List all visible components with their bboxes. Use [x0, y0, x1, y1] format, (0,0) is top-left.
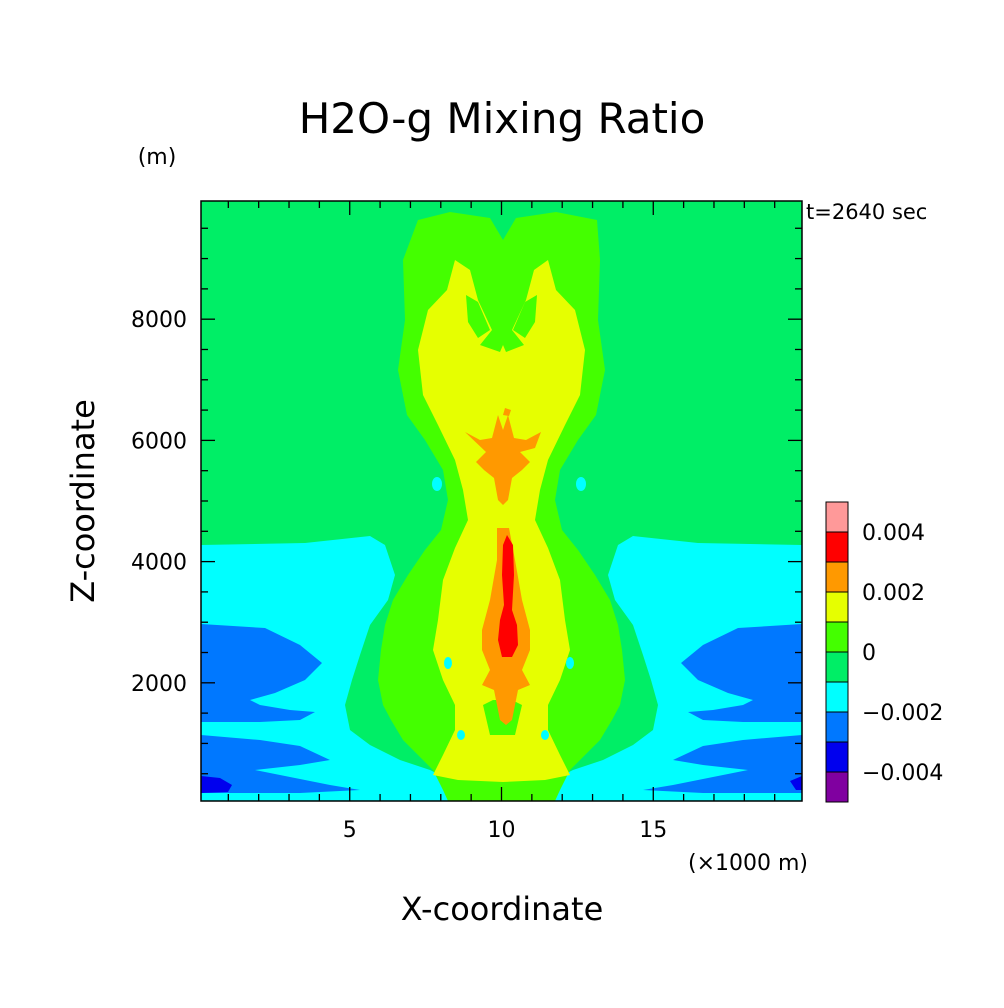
- colorbar-tick-label: 0: [862, 641, 876, 666]
- colorbar-segment: [825, 771, 849, 803]
- contour-level-neg0.003-neg0.002-right-lower: [643, 735, 802, 793]
- x-minor-ticks: [227, 201, 776, 801]
- colorbar-segment: [825, 681, 849, 713]
- y-minor-ticks: [201, 227, 802, 775]
- y-tick-labels: 2000 4000 6000 8000: [131, 308, 187, 697]
- contour-level-neg0.003-neg0.002-left-lower: [201, 735, 360, 793]
- colorbar-tick-label: 0.002: [862, 581, 925, 606]
- colorbar-segment: [825, 561, 849, 593]
- x-axis-label: X-coordinate: [401, 890, 604, 928]
- y-tick-label: 6000: [131, 429, 187, 454]
- colorbar-segment: [825, 531, 849, 563]
- contour-level-0.003-0.004-fleck: [503, 408, 511, 416]
- contour-level-0.002-0.003-upper: [418, 260, 585, 782]
- contour-level-0.001-0.002-notch-right: [513, 295, 537, 338]
- contour-level-neg0.002-neg0.001-right: [543, 536, 802, 801]
- y-tick-label: 8000: [131, 308, 187, 333]
- x-tick-label: 15: [639, 818, 667, 843]
- y-tick-label: 4000: [131, 551, 187, 576]
- colorbar-segment: [825, 651, 849, 683]
- x-major-ticks: [349, 201, 654, 801]
- y-unit-label: (m): [138, 145, 177, 170]
- colorbar-labels: 0.004 0.002 0 −0.002 −0.004: [862, 521, 943, 786]
- colorbar-segment: [825, 591, 849, 623]
- x-tick-labels: 5 10 15: [343, 818, 668, 843]
- x-tick-label: 5: [343, 818, 357, 843]
- x-unit-label: (×1000 m): [688, 851, 808, 876]
- contour-level-neg0.002-neg0.001-dot: [566, 657, 574, 669]
- time-label: t=2640 sec: [806, 200, 927, 224]
- y-axis-label: Z-coordinate: [64, 399, 102, 603]
- contour-level-0.003-0.004-upper: [465, 415, 541, 505]
- colorbar-segment: [825, 621, 849, 653]
- y-major-ticks: [201, 318, 802, 684]
- colorbar-segment: [825, 741, 849, 773]
- contour-level-neg0.004-neg0.003-left: [201, 776, 232, 793]
- contour-level-neg0.002-neg0.001-dot: [576, 477, 586, 491]
- contour-level-neg0.002-neg0.001-dot: [444, 657, 452, 669]
- contour-level-neg0.004-neg0.003-right: [790, 776, 802, 790]
- colorbar-segment: [825, 501, 849, 533]
- contour-level-neg0.002-neg0.001-dot: [541, 730, 549, 740]
- x-tick-label: 10: [488, 818, 516, 843]
- colorbar-segment: [825, 711, 849, 743]
- contour-level-neg0.003-neg0.002-left: [201, 624, 322, 722]
- contour-level-0.004-0.005-core: [498, 535, 518, 657]
- contour-level-neg0.002-neg0.001-dot: [457, 730, 465, 740]
- contour-level-neg0.003-neg0.002-right: [681, 624, 802, 722]
- y-tick-label: 2000: [131, 672, 187, 697]
- chart-title: H2O-g Mixing Ratio: [299, 94, 706, 143]
- colorbar: [825, 501, 849, 803]
- colorbar-tick-label: 0.004: [862, 521, 925, 546]
- contour-level-neg0.002-neg0.001-dot: [432, 477, 442, 491]
- contour-plot-area: [201, 201, 802, 801]
- colorbar-tick-label: −0.004: [862, 761, 943, 786]
- contour-level-0.001-0.002-notch-left: [466, 295, 490, 338]
- contour-level-neg0.002-neg0.001-left: [201, 536, 460, 801]
- colorbar-tick-label: −0.002: [862, 701, 943, 726]
